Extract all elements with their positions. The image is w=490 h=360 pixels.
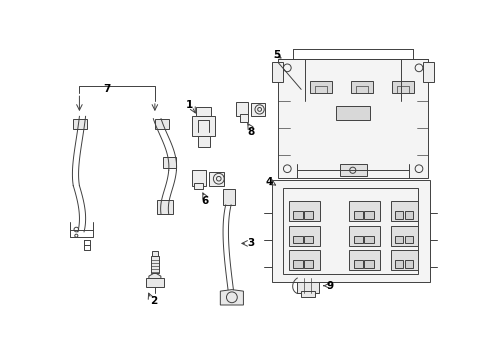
Bar xyxy=(405,236,413,243)
Bar xyxy=(194,183,203,189)
Bar xyxy=(349,226,380,246)
Bar xyxy=(304,236,314,243)
Bar xyxy=(289,250,319,270)
Bar xyxy=(289,226,319,246)
Bar xyxy=(365,260,373,268)
Bar xyxy=(74,119,87,130)
Text: 5: 5 xyxy=(273,50,280,60)
Bar xyxy=(157,200,172,214)
Bar xyxy=(294,236,303,243)
Bar xyxy=(392,250,418,270)
Bar xyxy=(349,250,380,270)
Bar xyxy=(405,211,413,219)
Bar xyxy=(395,236,403,243)
Bar xyxy=(152,251,158,256)
Text: 3: 3 xyxy=(247,238,255,248)
Bar xyxy=(198,136,210,147)
Bar xyxy=(222,189,235,205)
Bar xyxy=(395,211,403,219)
Bar xyxy=(311,81,332,93)
Text: 1: 1 xyxy=(186,100,193,110)
Bar xyxy=(163,157,176,168)
Bar xyxy=(289,201,319,221)
Bar xyxy=(278,59,428,178)
Bar xyxy=(336,106,370,120)
Text: 4: 4 xyxy=(265,177,272,187)
Bar xyxy=(365,211,373,219)
Bar xyxy=(354,260,363,268)
Bar xyxy=(304,211,314,219)
Bar xyxy=(405,260,413,268)
Bar xyxy=(354,211,363,219)
Text: 7: 7 xyxy=(103,84,111,94)
Bar xyxy=(349,201,380,221)
Bar xyxy=(392,226,418,246)
Bar xyxy=(251,103,265,116)
Bar xyxy=(423,62,435,82)
Bar xyxy=(192,170,206,186)
Bar xyxy=(395,260,403,268)
Polygon shape xyxy=(220,289,244,305)
Bar xyxy=(196,107,211,116)
Bar xyxy=(236,102,248,116)
Bar xyxy=(351,81,373,93)
Bar xyxy=(151,256,159,273)
Bar xyxy=(301,291,315,297)
Bar xyxy=(283,188,418,274)
Bar xyxy=(192,116,215,136)
Bar xyxy=(392,81,414,93)
Bar xyxy=(354,236,363,243)
Text: 9: 9 xyxy=(327,281,334,291)
Bar xyxy=(392,201,418,221)
Bar xyxy=(340,164,367,176)
Bar xyxy=(365,236,373,243)
Bar xyxy=(240,114,248,122)
Bar xyxy=(297,278,319,293)
Bar xyxy=(294,260,303,268)
Text: 2: 2 xyxy=(150,296,157,306)
Text: 8: 8 xyxy=(247,127,255,137)
Bar xyxy=(304,260,314,268)
Text: 6: 6 xyxy=(201,196,209,206)
Bar xyxy=(294,211,303,219)
Bar xyxy=(155,119,169,130)
Bar xyxy=(272,62,283,82)
Bar xyxy=(272,180,430,282)
Bar xyxy=(146,278,164,287)
Polygon shape xyxy=(149,273,161,287)
Bar xyxy=(209,172,224,186)
